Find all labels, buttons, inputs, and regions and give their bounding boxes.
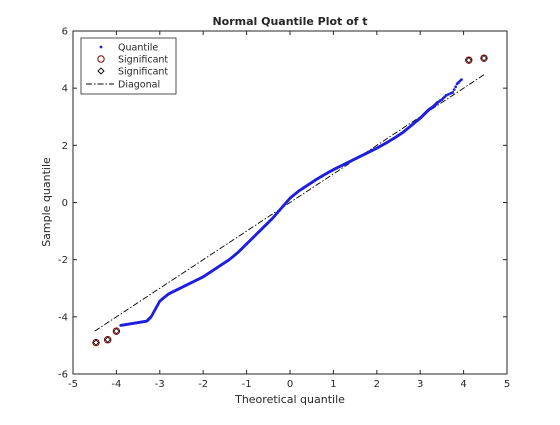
chart-title: Normal Quantile Plot of t [212, 15, 367, 28]
y-tick-label: 4 [62, 84, 68, 95]
x-tick-label: 1 [330, 379, 336, 390]
quantile-point [454, 85, 458, 89]
legend-quantile-symbol [99, 45, 103, 49]
quantile-point [444, 93, 448, 97]
significant-diamond-point [104, 336, 111, 343]
legend-entry-label: Diagonal [118, 80, 160, 91]
y-axis-label: Sample quantile [40, 157, 53, 247]
quantile-point [452, 88, 456, 91]
x-axis-label: Theoretical quantile [234, 393, 345, 406]
x-tick-label: 0 [287, 379, 293, 390]
axis-ticks: -5 -4 -3 -2 -1 0 1 2 3 4 5 -6 -4 -2 0 2 4 6 [58, 27, 510, 391]
significant-circle-point [92, 338, 100, 347]
legend-entry-label: Significant [118, 67, 168, 78]
y-tick-label: -4 [58, 312, 68, 323]
x-tick-label: -3 [155, 379, 165, 390]
y-tick-label: 6 [62, 27, 68, 38]
significant-diamond-point [480, 54, 488, 62]
significant-circle-point [112, 327, 121, 335]
diagonal-line [94, 73, 486, 332]
legend-significant-circle-symbol [97, 55, 105, 63]
x-tick-label: 2 [374, 379, 380, 390]
legend-entry-label: Significant [118, 55, 168, 66]
y-tick-label: -2 [58, 255, 68, 266]
significant-circle-point [480, 54, 488, 62]
significant-circle-point [104, 336, 112, 344]
significant-circle-point [465, 56, 473, 64]
quantile-point [447, 92, 450, 96]
x-tick-label: -2 [198, 379, 208, 390]
legend-entry-label: Quantile [118, 43, 158, 54]
y-tick-label: 0 [62, 198, 68, 209]
x-tick-label: 4 [460, 379, 466, 390]
legend-significant-diamond-symbol [97, 67, 105, 75]
y-tick-label: -6 [58, 370, 68, 381]
x-tick-label: -5 [68, 379, 78, 390]
quantile-point [449, 92, 452, 95]
significant-diamond-point [92, 339, 100, 346]
x-tick-label: 5 [504, 379, 510, 390]
x-tick-label: -4 [111, 379, 121, 390]
y-tick-label: 2 [62, 141, 68, 152]
x-tick-label: -1 [242, 379, 252, 390]
significant-diamond-point [465, 56, 472, 64]
x-tick-label: 3 [417, 379, 423, 390]
plot-marks [92, 54, 488, 347]
quantile-point [460, 78, 463, 81]
quantile-point [451, 91, 455, 94]
legend-box [80, 37, 177, 95]
significant-diamond-point [113, 327, 120, 335]
